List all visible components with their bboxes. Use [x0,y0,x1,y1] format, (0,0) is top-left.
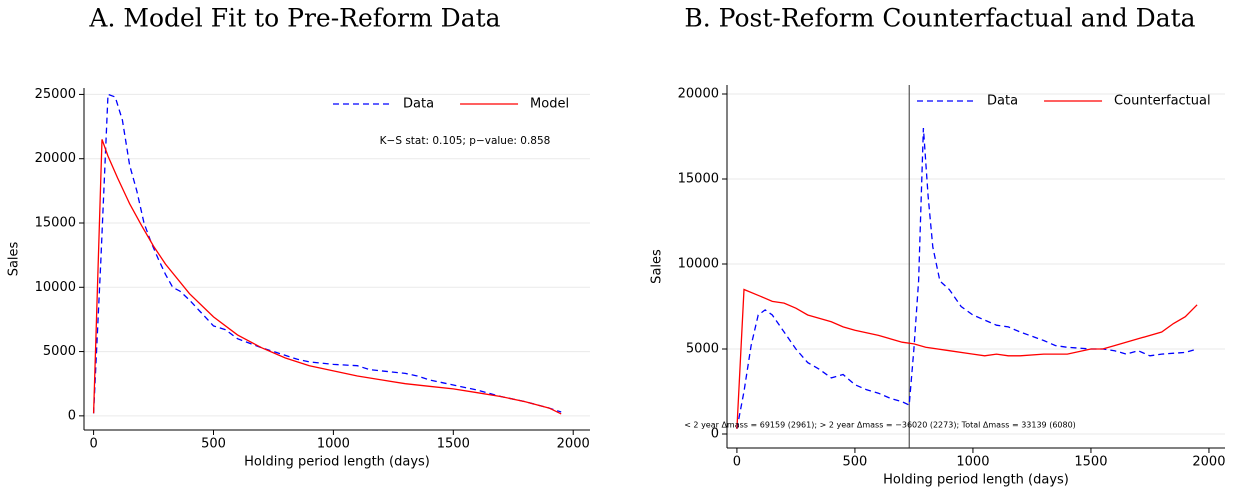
y-tick-label: 0 [711,426,719,441]
series-line [92,93,562,414]
y-tick-label: 15000 [678,172,719,187]
x-axis-label: Holding period length (days) [244,455,430,470]
y-tick-label: 20000 [678,87,719,102]
x-tick-label: 1500 [437,437,470,452]
chart-title: B. Post-Reform Counterfactual and Data [684,4,1195,33]
y-tick-label: 0 [68,408,76,423]
x-axis-label: Holding period length (days) [883,473,1069,488]
x-tick-label: 1000 [956,455,989,470]
y-tick-label: 5000 [686,341,719,356]
x-tick-label: 0 [733,455,741,470]
y-tick-label: 15000 [35,216,76,231]
x-tick-label: 1500 [1074,455,1107,470]
series-line [92,139,562,415]
legend-label: Data [987,94,1018,109]
y-axis-label: Sales [7,241,22,276]
annotation: < 2 year Δmass = 69159 (2961); > 2 year … [684,421,1076,430]
y-tick-label: 10000 [678,257,719,272]
y-tick-label: 25000 [35,87,76,102]
annotation: K−S stat: 0.105; p−value: 0.858 [380,135,551,147]
legend-label: Model [530,97,569,112]
x-tick-label: 500 [843,455,868,470]
series-line [736,288,1198,429]
x-tick-label: 0 [89,437,97,452]
legend-label: Counterfactual [1114,94,1211,109]
x-tick-label: 1000 [317,437,350,452]
x-tick-label: 2000 [1192,455,1225,470]
x-tick-label: 2000 [557,437,590,452]
y-axis-label: Sales [650,249,665,284]
x-tick-label: 500 [201,437,226,452]
series-line [736,127,1198,430]
y-tick-label: 5000 [43,344,76,359]
y-tick-label: 10000 [35,280,76,295]
y-tick-label: 20000 [35,151,76,166]
legend-label: Data [403,97,434,112]
chart-title: A. Model Fit to Pre-Reform Data [88,4,500,33]
